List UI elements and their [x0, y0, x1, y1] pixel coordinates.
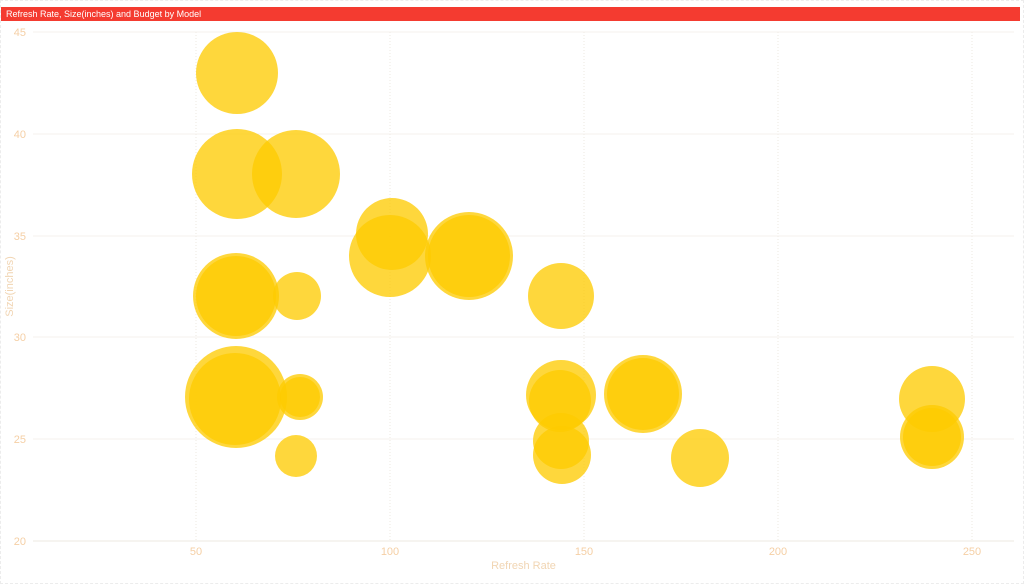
y-tick-label: 20 — [14, 536, 26, 548]
data-point-bubble[interactable] — [903, 408, 961, 466]
data-point-bubble[interactable] — [528, 263, 594, 329]
data-point-bubble[interactable] — [428, 215, 510, 297]
x-tick-label: 200 — [769, 546, 787, 558]
data-point-bubble[interactable] — [273, 272, 321, 320]
data-point-bubble[interactable] — [529, 370, 591, 432]
y-tick-label: 45 — [14, 27, 26, 39]
data-point-bubble[interactable] — [275, 435, 317, 477]
y-tick-label: 40 — [14, 129, 26, 141]
y-axis-title: Size(inches) — [4, 256, 16, 317]
visual-title-text: Refresh Rate, Size(inches) and Budget by… — [6, 9, 202, 19]
x-tick-label: 150 — [575, 546, 593, 558]
data-point-bubble[interactable] — [533, 426, 591, 484]
data-point-bubble[interactable] — [280, 377, 320, 417]
data-point-bubble[interactable] — [607, 358, 679, 430]
data-point-bubble[interactable] — [671, 429, 729, 487]
y-tick-label: 25 — [14, 434, 26, 446]
visual-title-bar: Refresh Rate, Size(inches) and Budget by… — [1, 7, 1020, 21]
data-point-bubble[interactable] — [252, 130, 340, 218]
data-point-bubble[interactable] — [196, 32, 278, 114]
y-tick-label: 30 — [14, 332, 26, 344]
y-tick-label: 35 — [14, 231, 26, 243]
x-tick-label: 100 — [381, 546, 399, 558]
data-point-bubble[interactable] — [189, 353, 281, 445]
x-axis-title: Refresh Rate — [491, 560, 556, 572]
x-tick-label: 50 — [190, 546, 202, 558]
x-tick-label: 250 — [963, 546, 981, 558]
data-point-bubble[interactable] — [196, 256, 276, 336]
data-point-bubble[interactable] — [349, 215, 431, 297]
